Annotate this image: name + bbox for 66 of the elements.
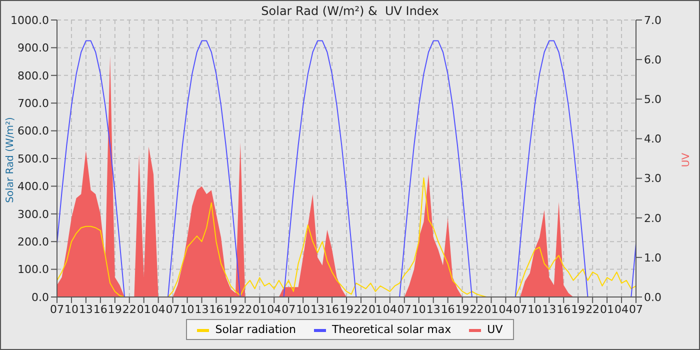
legend-label: UV [487,323,503,336]
x-tick-label: 07 [50,302,64,316]
y-tick-label: 700.0 [18,97,49,110]
chart-title: Solar Rad (W/m²) & UV Index [261,4,439,18]
x-tick-label: 04 [267,302,282,316]
y-tick-label: 400.0 [18,180,49,194]
x-tick-label: 16 [440,302,455,316]
y2-tick-label: 0.0 [644,290,662,304]
y2-tick-label: 2.0 [644,212,662,225]
x-tick-label: 04 [151,302,166,316]
y2-tick-label: 7.0 [644,14,662,27]
y-tick-label: 800.0 [18,69,49,82]
y-axis-title: Solar Rad (W/m²) [5,116,16,203]
y-tick-label: 500.0 [18,152,49,166]
legend-label: Theoretical solar max [332,323,452,336]
x-tick-label: 07 [397,302,412,316]
y-tick-label: 200.0 [18,236,49,249]
y-tick-label: 100.0 [18,263,49,276]
x-tick-label: 19 [340,302,354,316]
x-tick-label: 04 [498,302,513,316]
x-tick-label: 07 [513,302,528,316]
x-tick-label: 16 [209,302,224,316]
x-tick-label: 10 [412,302,426,316]
x-tick-label: 19 [455,302,470,316]
y-tick-label: 1000.0 [10,14,49,27]
y2-tick-label: 1.0 [644,251,662,264]
x-tick-label: 07 [166,302,180,316]
y2-tick-label: 3.0 [644,172,662,186]
x-tick-label: 04 [614,302,629,316]
x-tick-label: 01 [600,302,614,316]
y2-axis-title: UV [681,152,692,168]
x-tick-label: 01 [484,302,498,316]
y-tick-label: 900.0 [18,42,49,55]
y-tick-label: 0.0 [32,290,49,304]
x-tick-label: 01 [252,302,267,316]
x-tick-label: 22 [354,302,368,316]
x-tick-label: 10 [180,302,194,316]
x-tick-label: 13 [310,302,325,316]
x-tick-label: 22 [122,302,136,316]
x-tick-label: 19 [224,302,238,316]
y2-tick-label: 4.0 [644,132,662,146]
x-tick-label: 01 [368,302,382,316]
x-tick-label: 01 [136,302,151,316]
x-tick-label: 04 [382,302,397,316]
y-tick-label: 300.0 [18,208,49,221]
x-tick-label: 10 [528,302,542,316]
x-tick-label: 13 [194,302,209,316]
y2-tick-label: 5.0 [644,93,662,106]
x-tick-label: 13 [78,302,93,316]
x-tick-label: 16 [325,302,340,316]
x-tick-label: 13 [542,302,556,316]
x-tick-label: 13 [426,302,440,316]
x-tick-label: 07 [629,302,643,316]
legend-label: Solar radiation [215,323,296,336]
x-tick-label: 22 [238,302,252,316]
x-tick-label: 07 [282,302,296,316]
x-tick-label: 10 [64,302,78,316]
y-tick-label: 600.0 [18,124,49,138]
x-tick-label: 19 [571,302,586,316]
x-tick-label: 22 [470,302,484,316]
y2-tick-label: 6.0 [644,53,662,66]
x-tick-label: 22 [586,302,600,316]
x-tick-label: 10 [296,302,310,316]
x-tick-label: 16 [556,302,571,316]
x-tick-label: 19 [108,302,122,316]
x-tick-label: 16 [93,302,108,316]
